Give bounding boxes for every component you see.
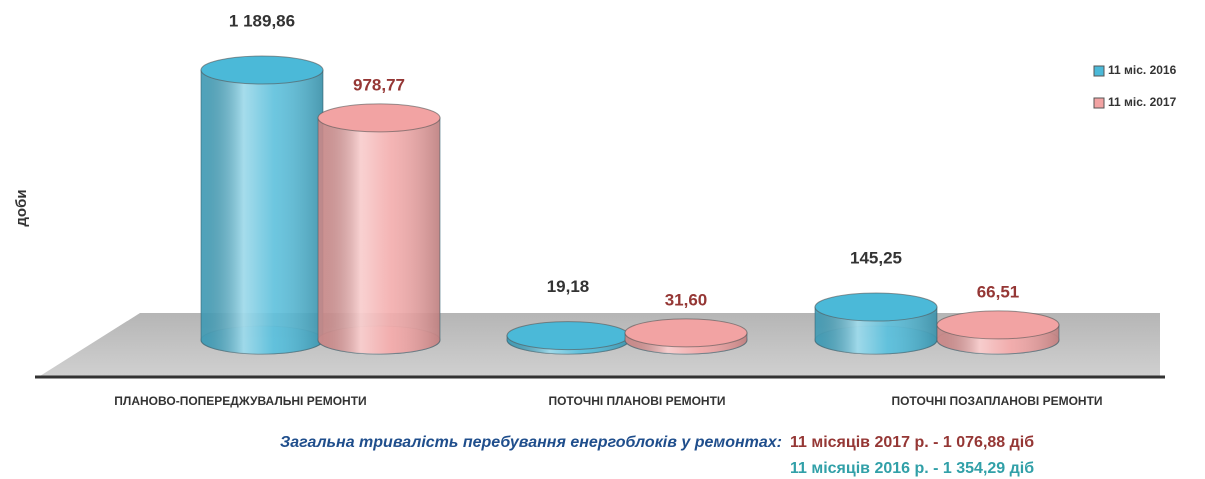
legend-label: 11 міс. 2017 bbox=[1108, 95, 1177, 109]
value-label: 145,25 bbox=[850, 249, 902, 268]
cylinder-top bbox=[506, 321, 630, 351]
legend: 11 міс. 2016 11 міс. 2017 bbox=[1093, 63, 1177, 109]
cylinder-shine bbox=[318, 117, 440, 354]
legend-swatch bbox=[1093, 65, 1105, 77]
cylinder-shine bbox=[201, 69, 323, 354]
cylinder-top bbox=[814, 292, 938, 322]
value-label: 1 189,86 bbox=[229, 11, 295, 30]
x-tick-label: ПОТОЧНІ ПЛАНОВІ РЕМОНТИ bbox=[548, 394, 725, 408]
annotation: Загальна тривалість перебування енергобл… bbox=[280, 434, 782, 451]
value-label: 31,60 bbox=[665, 290, 708, 309]
legend-label: 11 міс. 2016 bbox=[1108, 63, 1177, 77]
value-label: 978,77 bbox=[353, 75, 405, 94]
legend-swatch bbox=[1093, 97, 1105, 109]
cylinder-top bbox=[936, 310, 1060, 340]
x-tick-label: ПОТОЧНІ ПОЗАПЛАНОВІ РЕМОНТИ bbox=[891, 394, 1102, 408]
cylinder-top bbox=[200, 55, 324, 85]
value-label: 66,51 bbox=[977, 282, 1020, 301]
x-tick-label: ПЛАНОВО-ПОПЕРЕДЖУВАЛЬНІ РЕМОНТИ bbox=[114, 394, 366, 408]
cylinder-top bbox=[624, 318, 748, 348]
cylinder-top bbox=[317, 103, 441, 133]
value-label: 19,18 bbox=[547, 277, 590, 296]
annotation: 11 місяців 2016 р. - 1 354,29 діб bbox=[790, 460, 1034, 477]
y-axis-label: доби bbox=[13, 189, 30, 226]
annotation: 11 місяців 2017 р. - 1 076,88 діб bbox=[790, 434, 1034, 451]
